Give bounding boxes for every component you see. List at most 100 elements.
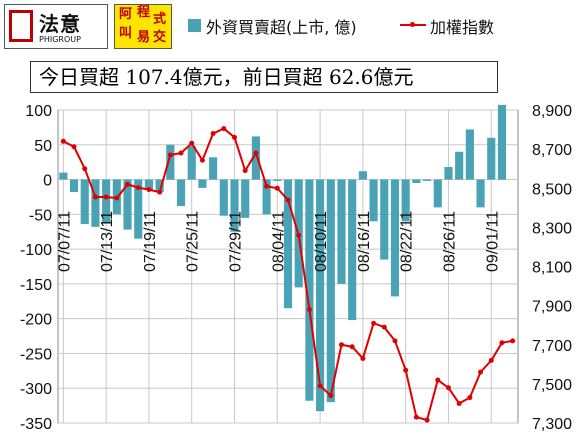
logo-mark-icon (9, 10, 33, 42)
legend-bar-label: 外資買賣超(上市, 億) (206, 18, 357, 37)
y-left-tick-label: -200 (20, 312, 52, 329)
bar (134, 179, 143, 239)
index-point (392, 338, 398, 344)
index-point (467, 395, 473, 401)
x-tick-label: 07/19/11 (142, 211, 159, 272)
index-point (306, 307, 312, 313)
index-point (478, 369, 484, 375)
index-point (71, 144, 77, 150)
x-tick-label: 08/04/11 (270, 211, 287, 272)
index-point (285, 197, 291, 203)
x-tick-label: 07/25/11 (185, 211, 202, 272)
index-point (135, 185, 141, 191)
bar (423, 179, 432, 181)
y-right-tick-label: 8,700 (532, 142, 572, 159)
index-point (242, 168, 248, 174)
index-point (274, 185, 280, 191)
bar (102, 179, 111, 223)
index-point (167, 152, 173, 158)
bar (465, 129, 474, 180)
bar (176, 179, 186, 206)
bar (390, 179, 400, 297)
x-tick-label: 07/29/11 (228, 211, 245, 272)
bar (380, 179, 389, 260)
bar (283, 179, 293, 309)
bar (487, 137, 496, 180)
bar (241, 179, 250, 218)
index-point (499, 340, 505, 346)
index-point (510, 338, 516, 344)
index-point (360, 355, 366, 361)
index-point (403, 367, 409, 373)
bar (198, 179, 207, 188)
bar (187, 146, 196, 180)
index-point (456, 400, 462, 406)
logo2-char: 式 (153, 12, 167, 27)
index-point (445, 385, 451, 391)
bar (123, 179, 132, 230)
bar (401, 179, 410, 222)
bar (230, 179, 239, 232)
bar (326, 179, 335, 403)
index-point (178, 150, 184, 156)
bar (305, 179, 314, 401)
index-point (381, 324, 387, 330)
index-point (210, 130, 216, 136)
summary-banner: 今日買超 107.4億元，前日買超 62.6億元 (30, 61, 498, 93)
index-point (221, 126, 227, 132)
bar (69, 179, 79, 193)
bar (497, 104, 507, 180)
index-point (146, 187, 152, 193)
x-tick-label: 07/13/11 (99, 211, 116, 272)
bar (80, 179, 89, 225)
bar (166, 144, 175, 180)
y-right-tick-label: 8,300 (532, 220, 572, 237)
x-tick-label: 08/16/11 (356, 211, 373, 272)
legend-line-label: 加權指數 (430, 18, 495, 37)
y-left-tick-label: 100 (25, 103, 52, 120)
y-left-tick-label: -150 (20, 277, 52, 294)
index-point (157, 189, 163, 195)
index-point (82, 166, 88, 172)
index-point (60, 138, 66, 144)
bar (455, 151, 464, 180)
y-left-tick-label: -300 (20, 381, 52, 398)
index-point (232, 134, 238, 140)
logo2-char: 阿 (119, 7, 133, 22)
bar (155, 179, 164, 193)
index-point (199, 157, 205, 163)
index-point (488, 357, 494, 363)
y-left-tick-label: -250 (20, 346, 52, 363)
bar (476, 179, 485, 208)
index-point (371, 320, 377, 326)
index-point (92, 194, 98, 200)
y-left-tick-label: -100 (20, 242, 52, 259)
index-point (338, 342, 344, 348)
index-point (317, 383, 323, 389)
bar (209, 157, 218, 180)
legend-line-marker (410, 22, 415, 27)
logo-subtitle: PHIGROUP (39, 35, 81, 44)
y-right-tick-label: 7,900 (532, 299, 572, 316)
y-right-tick-label: 7,500 (532, 377, 572, 394)
index-point (296, 232, 302, 238)
index-point (125, 181, 131, 187)
index-point (189, 140, 195, 146)
index-point (264, 183, 270, 189)
index-point (114, 195, 120, 201)
x-tick-label: 07/07/11 (56, 211, 73, 272)
bar (444, 167, 453, 180)
bar (251, 136, 260, 180)
logo2-char: 交 (153, 30, 167, 45)
index-point (424, 417, 430, 423)
y-left-tick-label: -350 (20, 416, 52, 433)
index-point (435, 377, 441, 383)
phigroup-logo: 法意 PHIGROUP (4, 4, 108, 49)
index-point (349, 344, 355, 350)
y-right-tick-label: 8,100 (532, 260, 572, 277)
x-tick-label: 09/01/11 (484, 211, 501, 272)
bar (316, 179, 325, 412)
index-point (253, 150, 259, 156)
bar (433, 179, 442, 208)
